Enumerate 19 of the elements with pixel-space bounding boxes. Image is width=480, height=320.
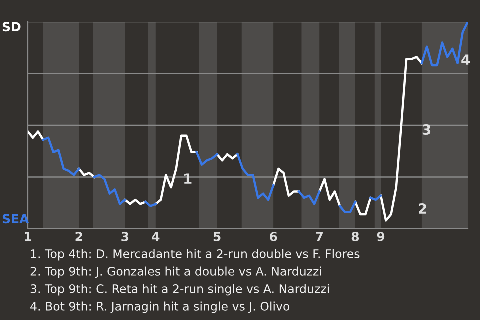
- x-tick-label: 9: [377, 232, 385, 242]
- x-tick-label: 2: [76, 232, 82, 242]
- x-tick-label: 5: [214, 232, 221, 242]
- text: 4. Bot 9th: R. Jarnagin hit a single vs J. Olivo: [30, 302, 290, 314]
- text: SD: [2, 22, 21, 32]
- text: 1. Top 4th: D. Mercadante hit a 2-run double vs F. Flores: [31, 249, 360, 261]
- x-tick-label: 7: [316, 232, 323, 242]
- x-tick-label: 1: [25, 232, 32, 242]
- text: 2. Top 9th: J. Gonzales hit a double vs A. Narduzzi: [30, 266, 322, 278]
- annotation: 4: [462, 54, 470, 65]
- x-tick-label: 4: [152, 232, 160, 242]
- x-tick-label: 8: [352, 232, 360, 242]
- annotation: SEA: [2, 214, 30, 224]
- x-tick-label: 6: [270, 232, 278, 242]
- annotation: 1: [184, 174, 192, 184]
- text: 3. Top 9th: C. Reta hit a 2-run single vs A. Narduzzi: [30, 284, 330, 296]
- annotation: 2: [419, 204, 426, 214]
- annotation: 3: [422, 124, 431, 136]
- x-tick-label: 3: [122, 232, 129, 242]
